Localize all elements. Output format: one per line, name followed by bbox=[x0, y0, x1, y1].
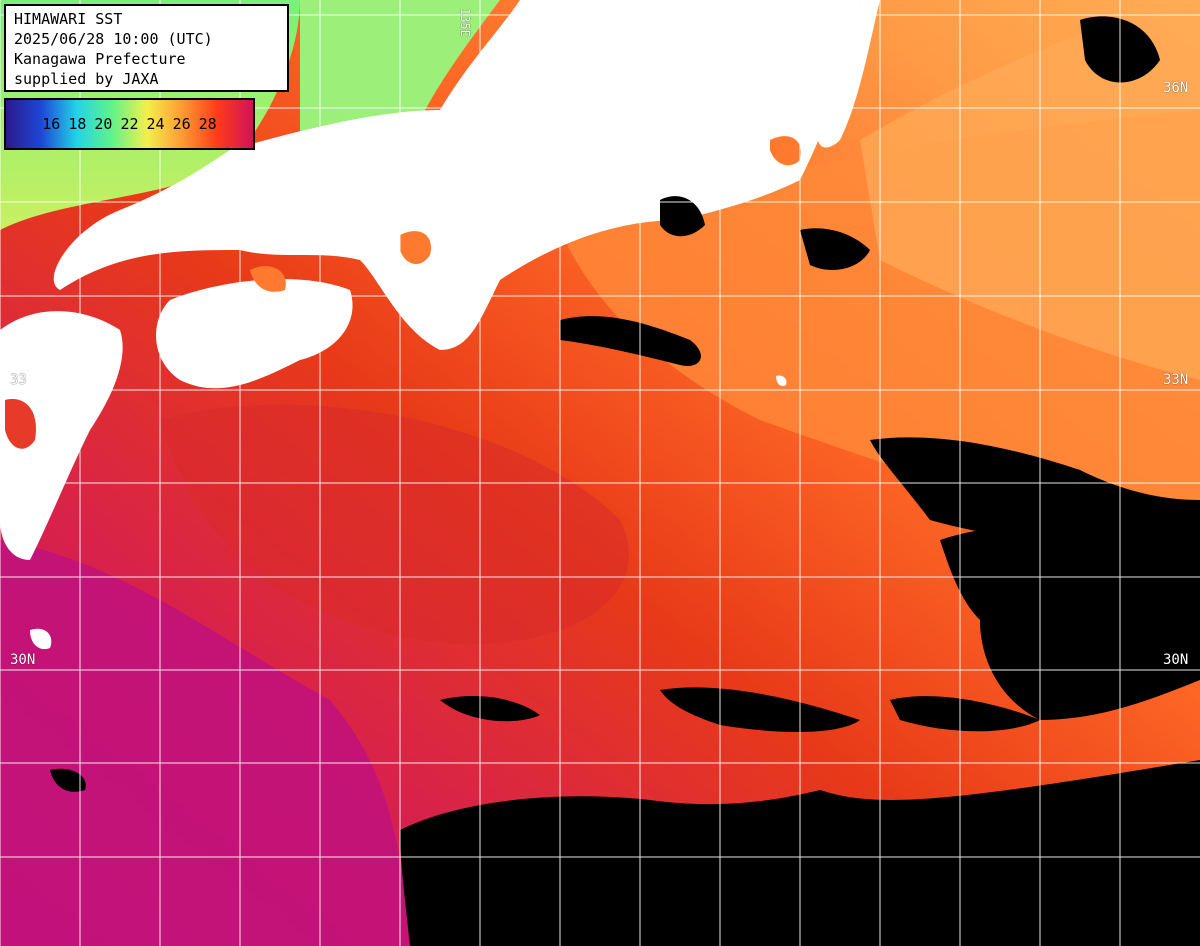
provider: Kanagawa Prefecture bbox=[14, 50, 186, 68]
product-title: HIMAWARI SST bbox=[14, 10, 123, 28]
cloud-n2 bbox=[660, 196, 705, 237]
island-small bbox=[30, 628, 52, 650]
bay-orange bbox=[250, 266, 286, 292]
lat-label-left-33: 33 bbox=[10, 372, 27, 388]
cloud-east bbox=[940, 525, 1200, 720]
legend-tick: 20 bbox=[94, 115, 113, 133]
cloud-n1 bbox=[800, 228, 870, 270]
legend-tick: 28 bbox=[198, 115, 217, 133]
lat-label-right-36n: 36N bbox=[1163, 80, 1189, 96]
kyushu-west-red bbox=[5, 399, 36, 449]
cloud-spots-w bbox=[50, 768, 86, 792]
kanto-land bbox=[818, 0, 880, 148]
attribution: supplied by JAXA bbox=[14, 70, 159, 88]
cloud-band-3 bbox=[890, 696, 1040, 732]
legend-tick: 24 bbox=[146, 115, 165, 133]
kii-orange bbox=[400, 231, 431, 265]
lat-label-right-33n: 33N bbox=[1163, 372, 1189, 388]
lat-label-right-30n: 30N bbox=[1163, 652, 1189, 668]
cloud-east-belt bbox=[870, 437, 1200, 560]
info-box: HIMAWARI SST 2025/06/28 10:00 (UTC) Kana… bbox=[4, 4, 289, 92]
legend-tick: 16 bbox=[42, 115, 61, 133]
lat-label-left-30n: 30N bbox=[10, 652, 36, 668]
cloud-band-1 bbox=[440, 695, 540, 722]
color-legend: 16 18 20 22 24 26 28 bbox=[4, 98, 255, 150]
timestamp: 2025/06/28 10:00 (UTC) bbox=[14, 30, 213, 48]
island-east bbox=[776, 375, 787, 386]
kyushu-land bbox=[0, 311, 123, 560]
shikoku-land bbox=[156, 279, 353, 389]
legend-tick: 26 bbox=[172, 115, 191, 133]
legend-tick: 18 bbox=[68, 115, 87, 133]
warm-swirl bbox=[160, 404, 629, 644]
east-cool bbox=[860, 0, 1200, 380]
warm-pool bbox=[0, 540, 410, 946]
honshu-land bbox=[53, 0, 861, 350]
legend-tick: 22 bbox=[120, 115, 139, 133]
izu-orange bbox=[770, 136, 801, 166]
cloud-band-2 bbox=[660, 687, 860, 732]
cloud-mid bbox=[560, 316, 701, 366]
lon-label-top-135e: 135E bbox=[458, 8, 472, 37]
